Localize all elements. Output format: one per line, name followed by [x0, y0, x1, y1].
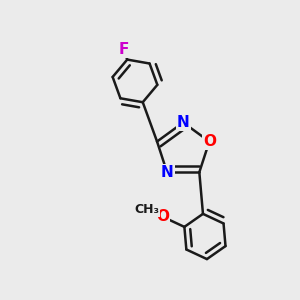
Text: F: F	[118, 42, 129, 57]
Text: O: O	[203, 134, 216, 149]
Text: CH₃: CH₃	[134, 203, 159, 216]
Text: O: O	[156, 209, 169, 224]
Text: N: N	[177, 115, 190, 130]
Text: N: N	[161, 165, 173, 180]
